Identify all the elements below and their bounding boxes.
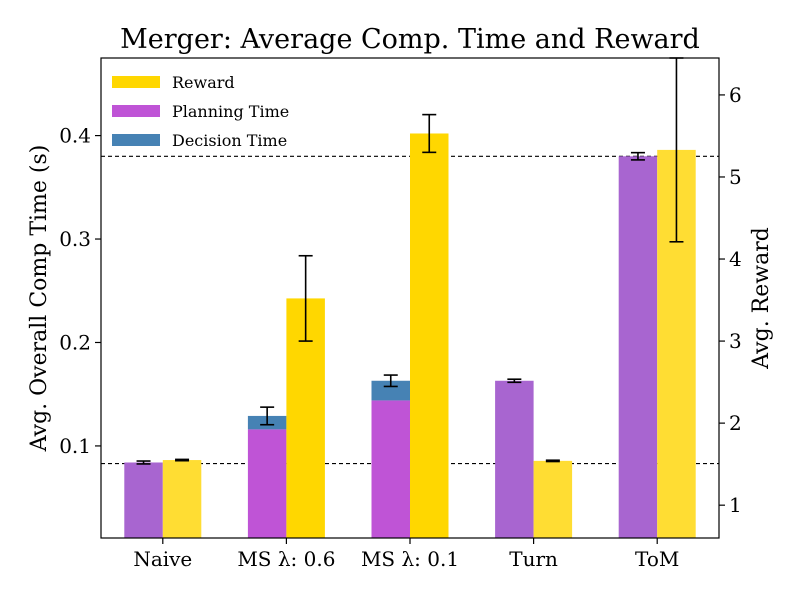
legend-item: Reward bbox=[112, 73, 235, 92]
y-tick-label-right: 1 bbox=[729, 493, 742, 517]
bars bbox=[124, 133, 696, 538]
x-tick-label: MS λ: 0.6 bbox=[237, 547, 335, 571]
bar-reward bbox=[533, 460, 573, 538]
x-tick-label: Naive bbox=[133, 547, 192, 571]
error-bar-time bbox=[136, 460, 151, 465]
bar-planning-time bbox=[371, 400, 410, 538]
error-bar-reward bbox=[545, 459, 560, 463]
bar-decision-time bbox=[371, 380, 410, 401]
legend-label: Reward bbox=[172, 73, 235, 92]
y-axis-label-left: Avg. Overall Comp Time (s) bbox=[27, 145, 52, 453]
y-tick-label-left: 0.3 bbox=[59, 227, 91, 251]
bar-reward bbox=[162, 460, 202, 538]
y-tick-label-right: 4 bbox=[729, 247, 742, 271]
y-tick-label-left: 0.1 bbox=[59, 434, 91, 458]
x-tick-label: ToM bbox=[635, 547, 679, 571]
bar-planning-time bbox=[124, 462, 163, 538]
error-bar-time bbox=[630, 151, 645, 161]
legend-item: Planning Time bbox=[112, 102, 289, 121]
y-tick-label-left: 0.4 bbox=[59, 124, 91, 148]
y-axis-label-right: Avg. Reward bbox=[749, 227, 774, 370]
error-bar-time bbox=[383, 374, 398, 388]
bar-reward bbox=[410, 133, 449, 538]
error-bar-reward bbox=[422, 113, 437, 154]
x-tick-label: MS λ: 0.1 bbox=[361, 547, 459, 571]
error-bar-reward bbox=[298, 254, 313, 342]
legend-item: Decision Time bbox=[112, 131, 287, 150]
y-tick-label-right: 5 bbox=[729, 165, 742, 189]
legend-swatch bbox=[112, 134, 160, 146]
error-bar-time bbox=[507, 378, 522, 384]
bar-planning-time bbox=[495, 380, 534, 538]
legend-swatch bbox=[112, 105, 160, 117]
left-axis: 0.1 0.2 0.3 0.4 bbox=[59, 124, 101, 458]
legend-label: Decision Time bbox=[172, 131, 287, 150]
chart-title: Merger: Average Comp. Time and Reward bbox=[120, 24, 700, 55]
legend: Reward Planning Time Decision Time bbox=[112, 73, 289, 150]
bar-planning-time bbox=[618, 156, 658, 538]
error-bar-reward bbox=[175, 458, 190, 462]
legend-label: Planning Time bbox=[172, 102, 289, 121]
y-tick-label-right: 3 bbox=[729, 329, 742, 353]
legend-swatch bbox=[112, 76, 160, 88]
error-bar-time bbox=[260, 406, 275, 426]
y-tick-label-right: 6 bbox=[729, 83, 742, 107]
x-tick-label: Turn bbox=[509, 547, 558, 571]
x-axis: Naive MS λ: 0.6 MS λ: 0.1 Turn ToM bbox=[133, 538, 679, 571]
y-tick-label-left: 0.2 bbox=[59, 330, 91, 354]
y-tick-label-right: 2 bbox=[729, 411, 742, 435]
bar-planning-time bbox=[247, 429, 287, 538]
right-axis: 1 2 3 4 5 6 bbox=[719, 83, 742, 517]
